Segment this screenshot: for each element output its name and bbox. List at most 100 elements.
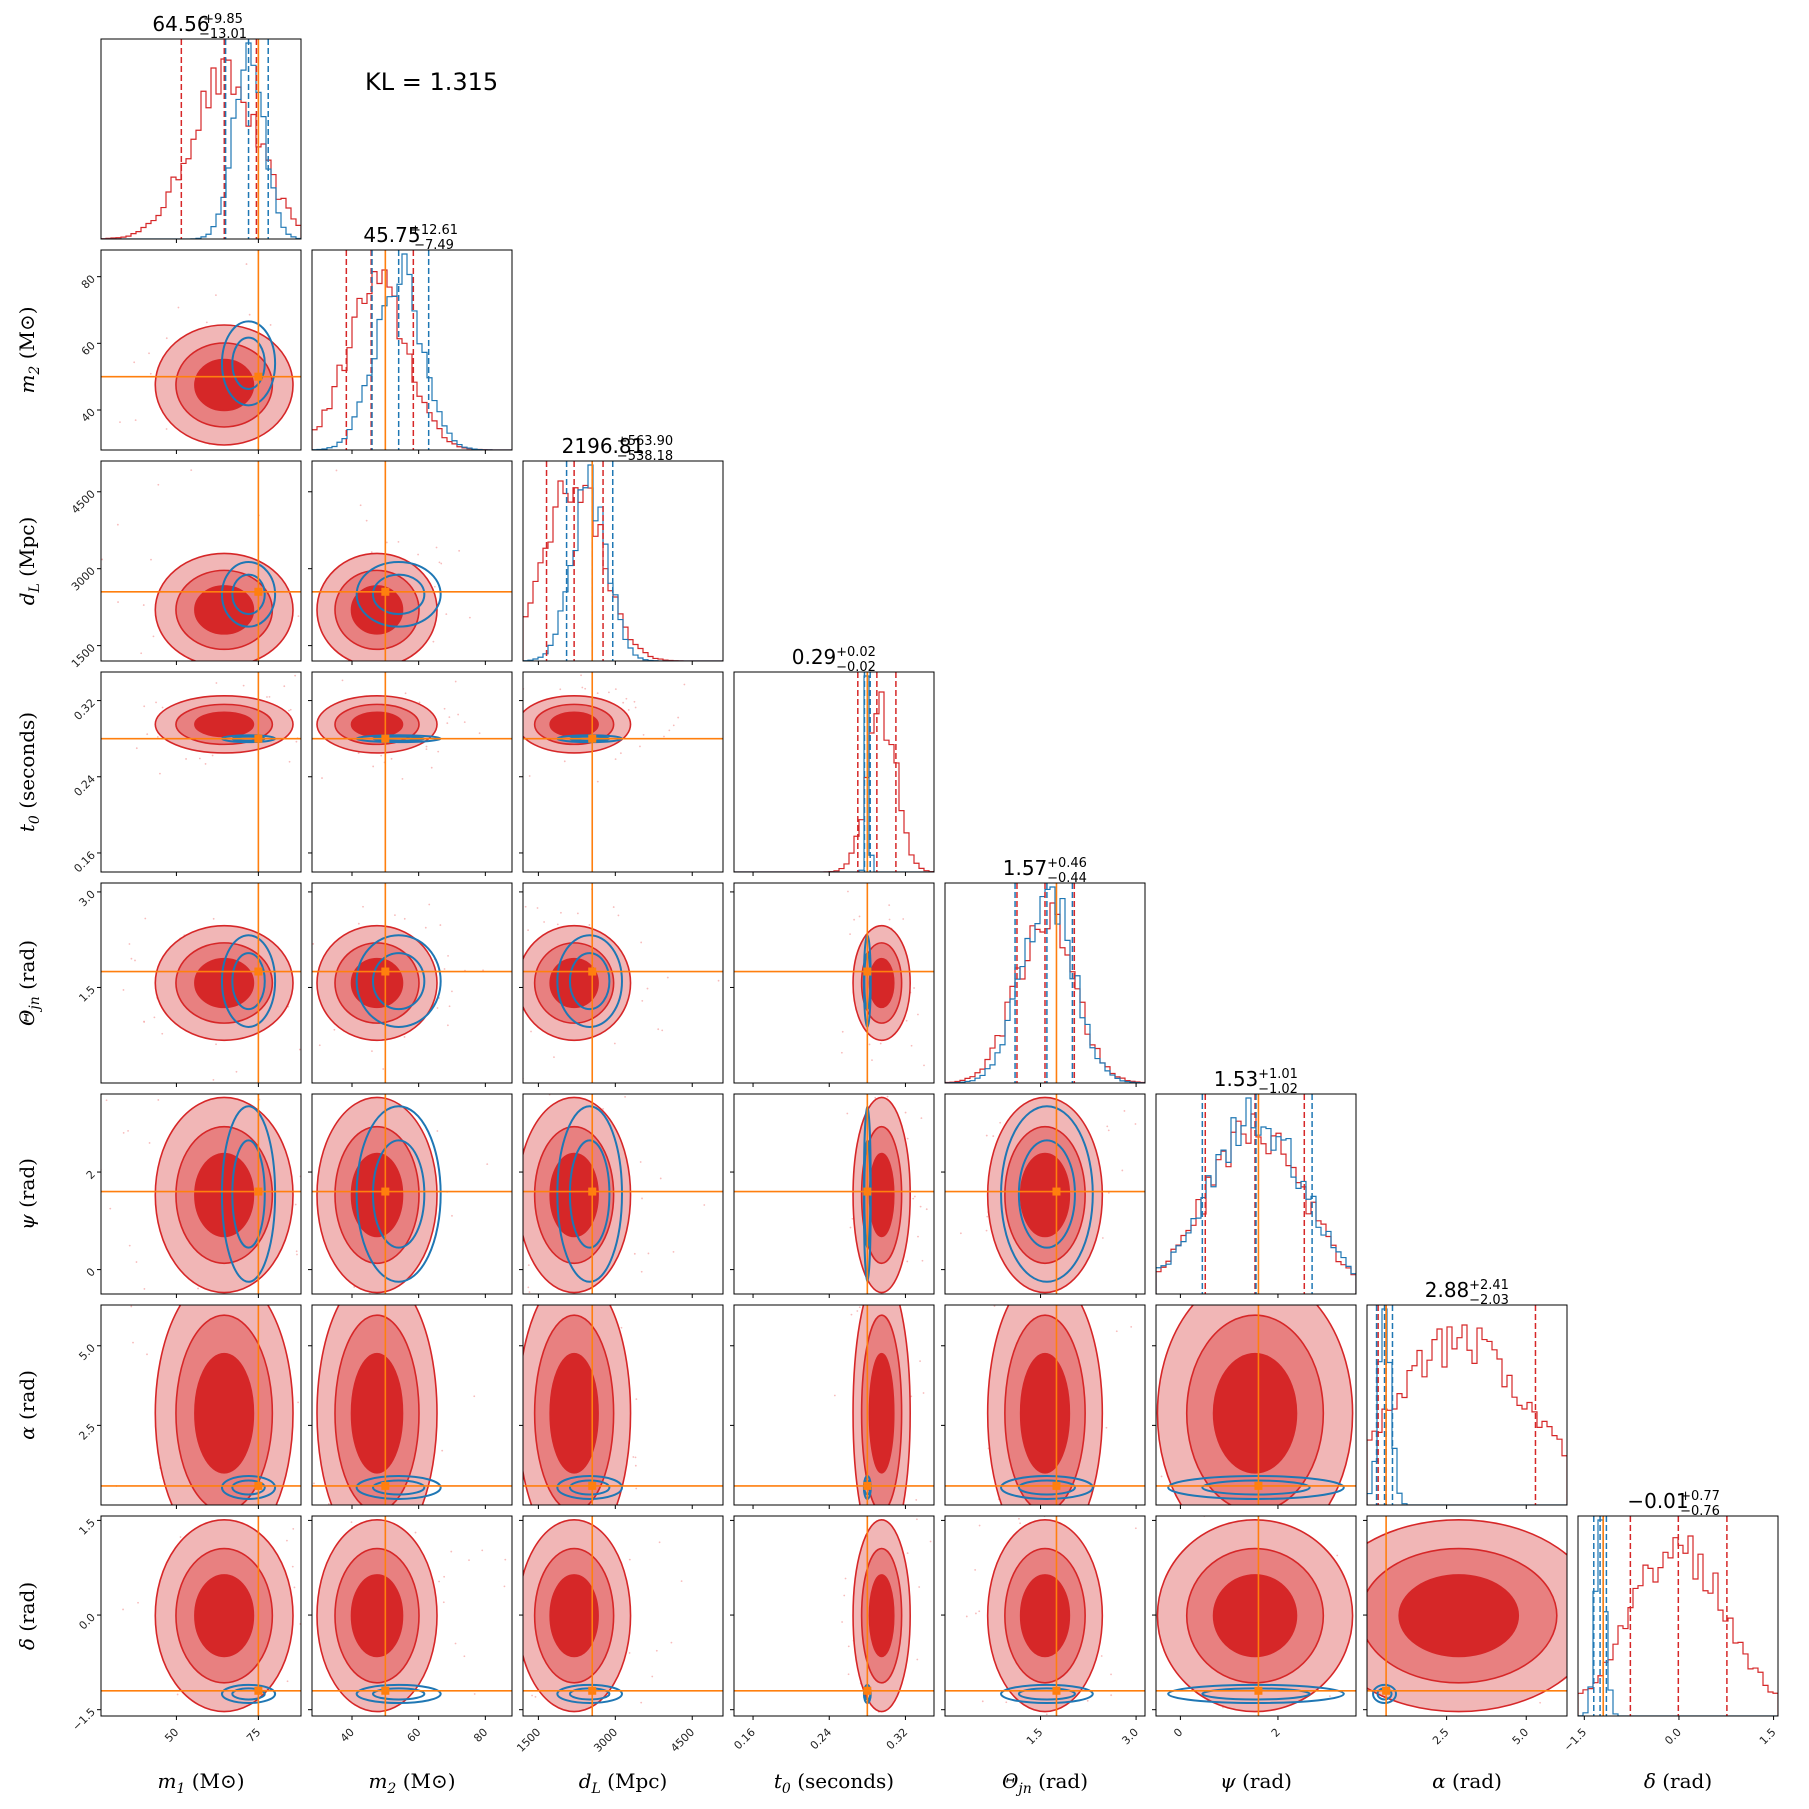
sample-point — [1134, 1527, 1137, 1530]
x-axis-label-m1: m1 (M⊙) — [157, 1769, 244, 1797]
sample-point — [576, 912, 579, 915]
marginal-title-value: 0.29 — [792, 645, 837, 669]
panel-theta_jn-vs-m2 — [302, 883, 512, 1083]
sample-point — [439, 924, 442, 926]
sample-point — [304, 1101, 306, 1103]
sample-point — [313, 1482, 315, 1485]
truth-marker — [1052, 1481, 1061, 1490]
sample-point — [518, 1537, 520, 1539]
panel-frame — [100, 671, 302, 873]
sample-point — [142, 604, 145, 606]
sample-point — [506, 1265, 508, 1267]
panel-frame — [522, 1304, 724, 1506]
sample-point — [206, 685, 208, 687]
sample-point — [321, 777, 323, 779]
sample-point — [289, 708, 292, 711]
sample-point — [1060, 1724, 1062, 1726]
contour-blue-level-1 — [1372, 1683, 1397, 1705]
sample-point — [841, 1621, 844, 1623]
sample-point — [895, 1295, 897, 1297]
contour-blue-level-1 — [1000, 1105, 1094, 1283]
kl-divergence-label: KL = 1.315 — [365, 68, 498, 96]
marginal-title-value: 64.56 — [152, 12, 209, 36]
sample-point — [888, 918, 891, 921]
sample-point — [532, 1301, 534, 1303]
sample-point — [612, 906, 615, 908]
sample-point — [302, 603, 304, 605]
contour-blue-level-1 — [220, 1105, 277, 1283]
sample-point — [627, 709, 630, 711]
sample-point — [309, 717, 311, 719]
sample-point — [468, 616, 471, 619]
truth-marker — [588, 1187, 597, 1196]
sample-point — [891, 1046, 893, 1048]
x-tick-label: 1.5 — [1024, 1726, 1046, 1748]
sample-point — [286, 1680, 289, 1683]
sample-point — [274, 1763, 276, 1765]
sample-point — [248, 313, 251, 316]
contour-red-level-3 — [1398, 1574, 1520, 1658]
sample-point — [176, 1693, 179, 1696]
marginal-title-plus: +9.85 — [203, 12, 243, 27]
panel-frame — [944, 882, 1146, 1084]
sample-point — [1349, 1758, 1351, 1760]
sample-point — [663, 735, 665, 738]
sample-point — [310, 756, 312, 758]
x-axis-label-theta_jn: Θjn (rad) — [1002, 1769, 1088, 1797]
truth-marker — [254, 1187, 263, 1196]
sample-point — [904, 1290, 906, 1292]
sample-point — [913, 987, 915, 989]
sample-point — [1382, 1744, 1384, 1746]
sample-point — [1115, 1265, 1117, 1267]
sample-point — [639, 745, 641, 748]
contour-blue-level-1 — [220, 320, 277, 407]
sample-point — [358, 669, 360, 671]
sample-point — [302, 911, 304, 913]
sample-point — [157, 1099, 160, 1101]
marginal-title-value: 2.88 — [1425, 1278, 1470, 1302]
sample-point — [1130, 1326, 1133, 1328]
sample-point — [144, 917, 147, 920]
sample-point — [617, 1536, 619, 1538]
sample-point — [858, 915, 861, 918]
sample-point — [235, 1070, 238, 1073]
truth-marker — [381, 587, 390, 596]
sample-point — [148, 352, 150, 355]
x-tick-label: 0.24 — [808, 1726, 835, 1753]
panel-t0-vs-m1 — [101, 672, 311, 872]
sample-point — [1035, 1086, 1037, 1088]
sample-point — [871, 1303, 873, 1305]
x-tick-label: 0.32 — [884, 1726, 911, 1753]
sample-point — [304, 1389, 306, 1391]
sample-point — [628, 1652, 631, 1654]
sample-point — [390, 757, 393, 760]
sample-point — [846, 1112, 849, 1115]
sample-point — [965, 1615, 968, 1618]
sample-point — [959, 1232, 962, 1235]
sample-point — [242, 1509, 244, 1511]
sample-point — [161, 1032, 164, 1035]
sample-point — [286, 1539, 288, 1542]
sample-point — [922, 1392, 925, 1394]
sample-point — [978, 1524, 981, 1527]
sample-point — [491, 1130, 493, 1132]
panel-frame — [733, 1515, 935, 1717]
sample-point — [1216, 1732, 1218, 1734]
sample-point — [1527, 1509, 1529, 1511]
sample-point — [640, 1270, 643, 1273]
sample-point — [304, 695, 306, 697]
sample-point — [527, 1286, 530, 1289]
sample-point — [528, 1518, 530, 1520]
truth-marker — [863, 1686, 872, 1695]
sample-point — [556, 923, 559, 926]
sample-point — [536, 907, 539, 909]
sample-point — [853, 1728, 855, 1730]
sample-point — [1185, 1199, 1187, 1201]
panel-dL-vs-m2 — [312, 461, 512, 671]
panel-t0-vs-dL — [523, 672, 723, 872]
sample-point — [1123, 1517, 1125, 1519]
contour-blue-level-2 — [231, 573, 266, 616]
sample-point — [992, 1250, 994, 1252]
sample-point — [321, 1728, 323, 1730]
sample-point — [507, 924, 509, 926]
